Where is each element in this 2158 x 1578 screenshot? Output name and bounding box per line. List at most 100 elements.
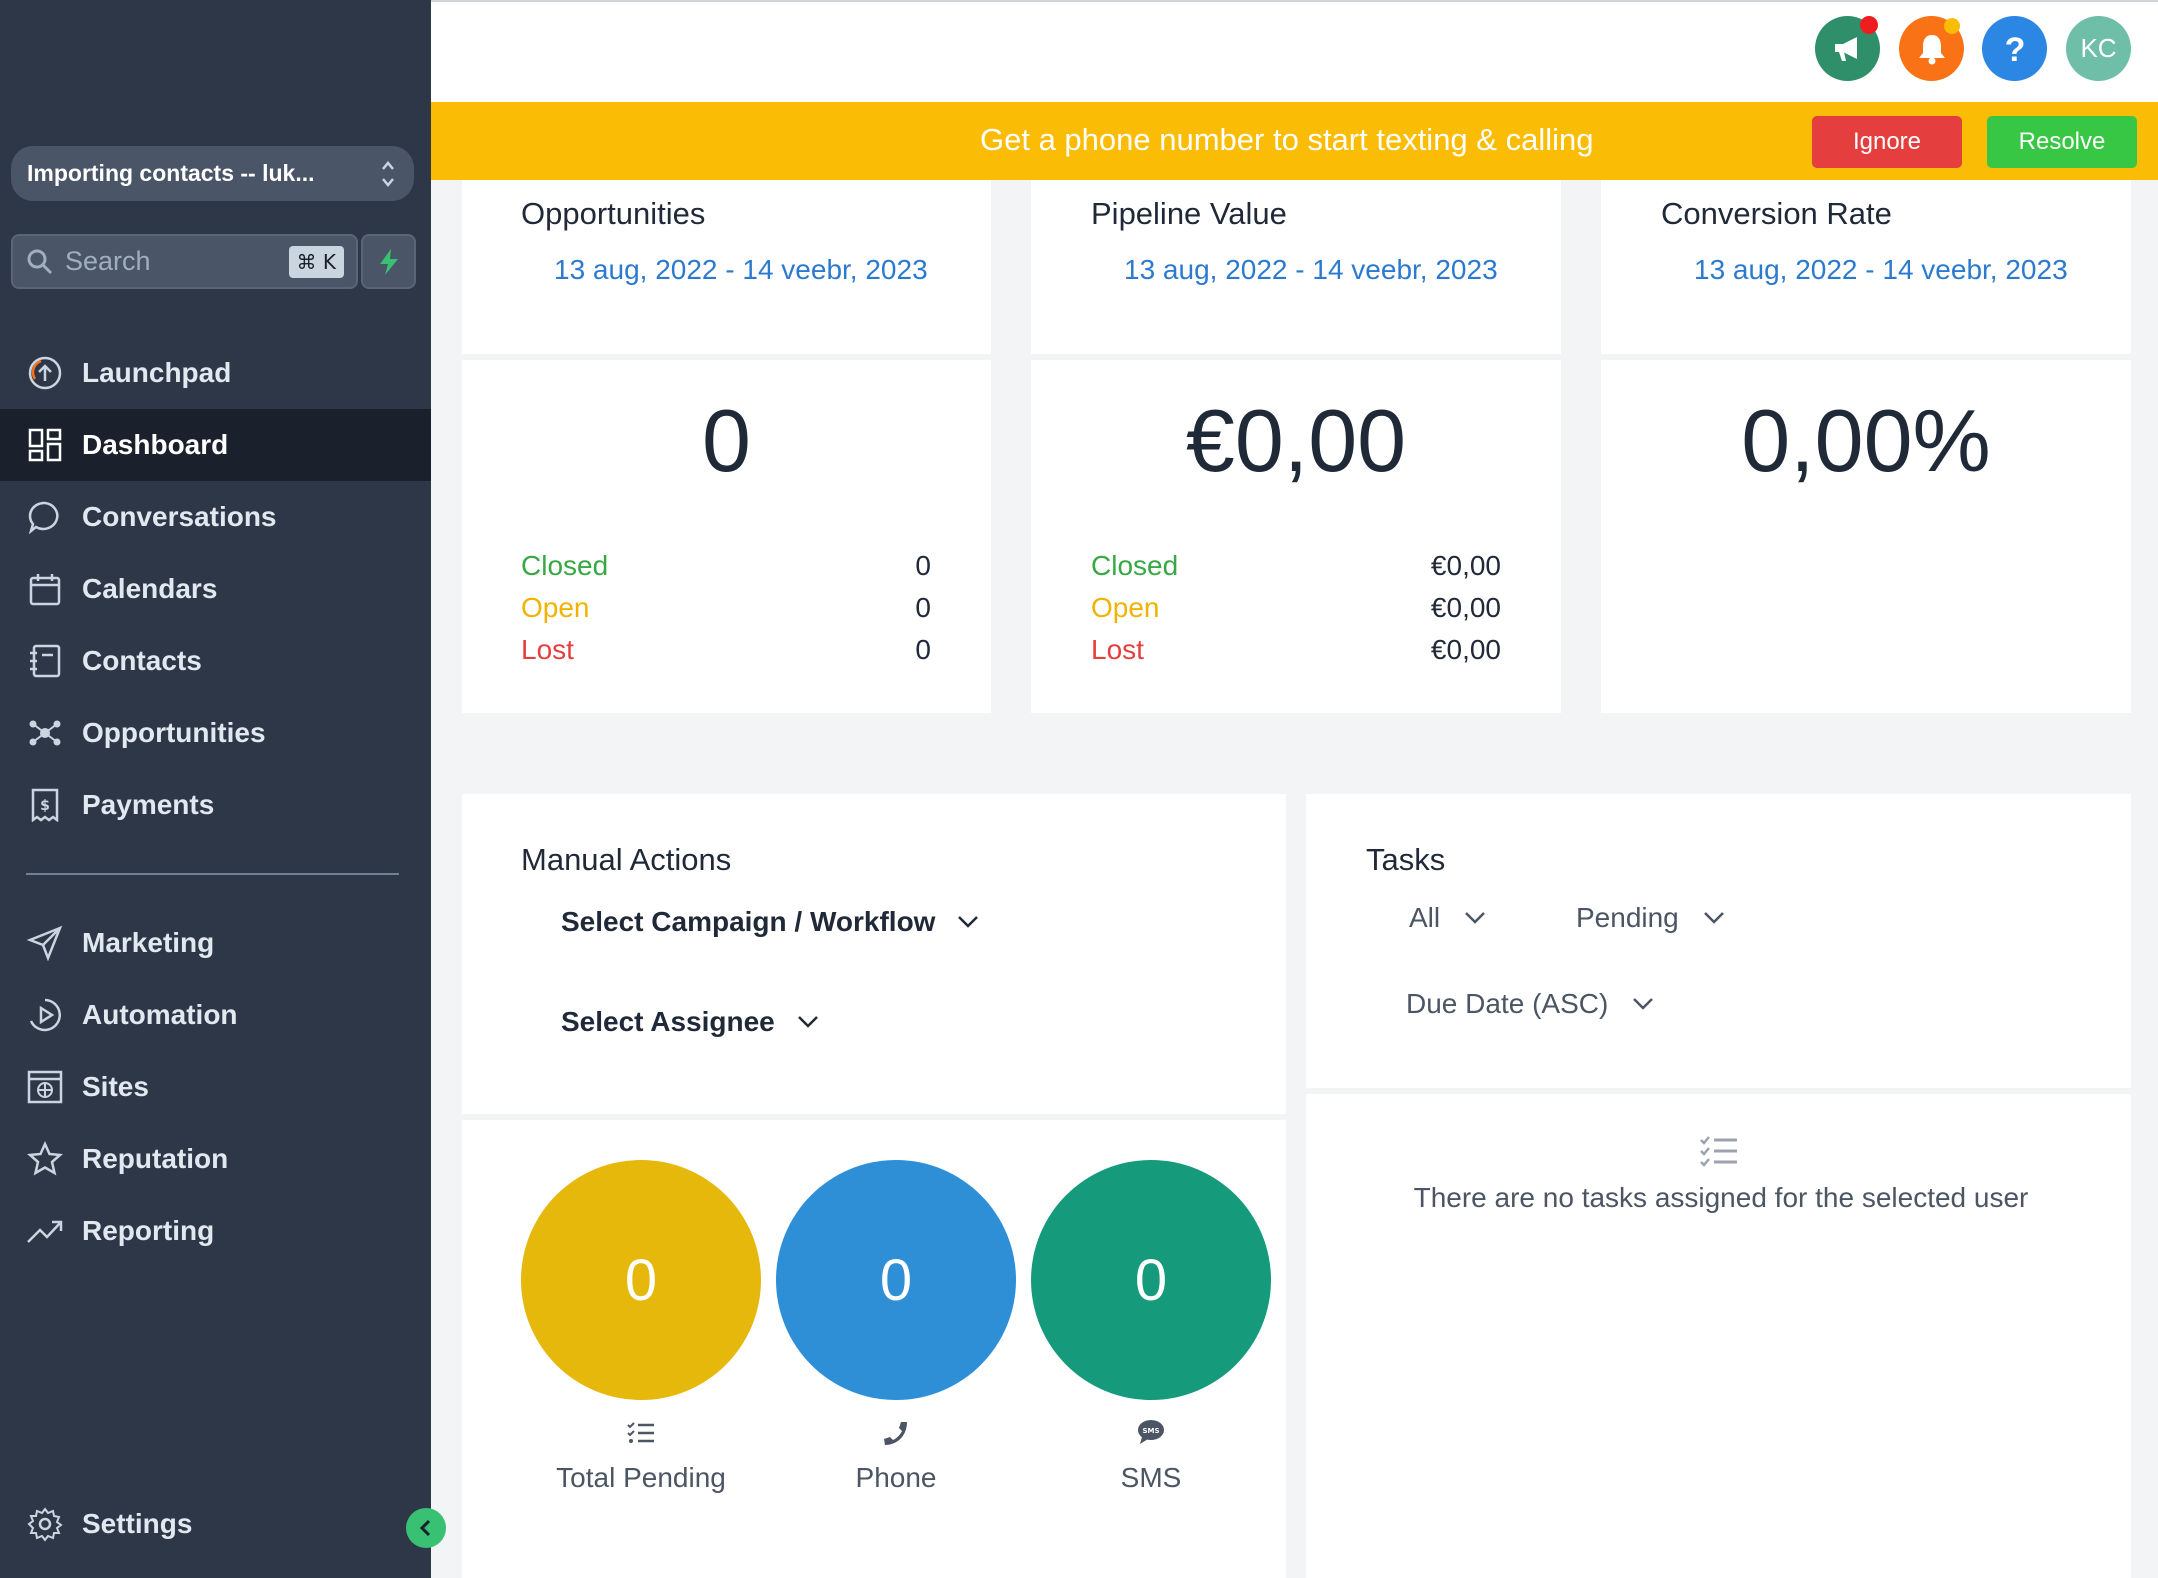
notification-dot xyxy=(1944,18,1960,34)
card-title: Manual Actions xyxy=(521,842,732,877)
sidebar-item-dashboard[interactable]: Dashboard xyxy=(0,409,431,481)
tasks-status-filter[interactable]: Pending xyxy=(1576,902,1725,934)
manual-actions-body: 0 Total Pending 0 Phone 0 SMS SMS xyxy=(462,1120,1286,1578)
sidebar-item-reputation[interactable]: Reputation xyxy=(0,1123,431,1195)
bell-icon xyxy=(1918,34,1945,64)
sidebar-item-payments[interactable]: $ Payments xyxy=(0,769,431,841)
launchpad-icon xyxy=(26,354,64,392)
list-check-icon xyxy=(521,1420,761,1446)
stat-value: €0,00 xyxy=(1430,634,1501,665)
sidebar-item-label: Settings xyxy=(82,1508,193,1539)
chevron-up-down-icon xyxy=(378,158,398,190)
pipeline-card-body: €0,00 Closed €0,00 Open €0,00 Lost €0,00 xyxy=(1031,360,1561,713)
sidebar-item-reporting[interactable]: Reporting xyxy=(0,1195,431,1267)
contacts-icon xyxy=(26,642,64,680)
sidebar-item-opportunities[interactable]: Opportunities xyxy=(0,697,431,769)
send-icon xyxy=(26,924,64,962)
sidebar-item-label: Calendars xyxy=(82,573,218,604)
stat-value: 0 xyxy=(624,1247,658,1313)
tasks-body: There are no tasks assigned for the sele… xyxy=(1306,1094,2131,1578)
sidebar-item-automation[interactable]: Automation xyxy=(0,979,431,1051)
search-placeholder: Search xyxy=(65,246,151,276)
announcements-button[interactable] xyxy=(1815,16,1880,81)
sidebar-item-calendars[interactable]: Calendars xyxy=(0,553,431,625)
card-title: Pipeline Value xyxy=(1091,196,1287,231)
campaign-select[interactable]: Select Campaign / Workflow xyxy=(561,906,979,938)
chevron-down-icon xyxy=(797,1016,818,1028)
sidebar-item-label: Reputation xyxy=(82,1143,229,1174)
search-icon xyxy=(27,249,53,274)
sort-label: Due Date (ASC) xyxy=(1406,988,1609,1019)
svg-text:SMS: SMS xyxy=(1142,1427,1159,1435)
stat-value: 0 xyxy=(915,550,931,581)
sidebar-divider xyxy=(26,873,399,875)
assignee-select[interactable]: Select Assignee xyxy=(561,1006,819,1038)
quick-actions-button[interactable] xyxy=(361,234,416,289)
stat-lost: Lost €0,00 xyxy=(1091,634,1501,666)
stat-value: 0 xyxy=(879,1247,913,1313)
sidebar-item-conversations[interactable]: Conversations xyxy=(0,481,431,553)
location-switcher[interactable]: Importing contacts -- luk... xyxy=(11,146,414,201)
opportunities-icon xyxy=(26,714,64,752)
card-title: Conversion Rate xyxy=(1661,196,1892,231)
date-range-link[interactable]: 13 aug, 2022 - 14 veebr, 2023 xyxy=(554,254,928,285)
stat-label: Open xyxy=(521,592,590,623)
card-title: Opportunities xyxy=(521,196,706,231)
svg-text:$: $ xyxy=(40,798,50,814)
stat-lost: Lost 0 xyxy=(521,634,931,666)
conversion-card-body: 0,00% xyxy=(1601,360,2131,713)
stat-open: Open €0,00 xyxy=(1091,592,1501,624)
manual-actions-header: Manual Actions Select Campaign / Workflo… xyxy=(462,794,1286,1114)
collapse-sidebar-button[interactable] xyxy=(406,1508,446,1548)
phone-icon xyxy=(776,1418,1016,1448)
chevron-down-icon xyxy=(958,916,979,928)
user-avatar[interactable]: KC xyxy=(2066,16,2131,81)
conversion-rate: 0,00% xyxy=(1741,391,1991,490)
date-range-link[interactable]: 13 aug, 2022 - 14 veebr, 2023 xyxy=(1124,254,1498,285)
stat-value: 0 xyxy=(915,592,931,623)
opportunities-card-body: 0 Closed 0 Open 0 Lost 0 xyxy=(462,360,991,713)
sidebar-item-label: Reporting xyxy=(82,1215,215,1246)
sidebar-item-label: Sites xyxy=(82,1071,149,1102)
question-icon: ? xyxy=(2004,32,2025,66)
search-input[interactable]: Search ⌘ K xyxy=(11,234,358,289)
sms-circle[interactable]: 0 xyxy=(1031,1160,1271,1400)
ignore-button[interactable]: Ignore xyxy=(1812,116,1962,168)
stat-value: €0,00 xyxy=(1430,550,1501,581)
stat-closed: Closed €0,00 xyxy=(1091,550,1501,582)
tasks-header: Tasks All Pending Due Date (ASC) xyxy=(1306,794,2131,1088)
sidebar-item-settings[interactable]: Settings xyxy=(0,1488,431,1560)
select-label: Select Assignee xyxy=(561,1006,775,1037)
svg-text:?: ? xyxy=(2004,32,2025,66)
sidebar: Importing contacts -- luk... Search ⌘ K … xyxy=(0,0,431,1578)
tasks-sort-select[interactable]: Due Date (ASC) xyxy=(1406,988,1654,1020)
sidebar-item-marketing[interactable]: Marketing xyxy=(0,907,431,979)
chevron-down-icon xyxy=(1465,912,1486,924)
notifications-button[interactable] xyxy=(1899,16,1964,81)
resolve-button[interactable]: Resolve xyxy=(1987,116,2137,168)
sidebar-item-label: Launchpad xyxy=(82,357,232,388)
sidebar-item-sites[interactable]: Sites xyxy=(0,1051,431,1123)
opportunities-card-header: Opportunities 13 aug, 2022 - 14 veebr, 2… xyxy=(462,180,991,354)
phone-circle[interactable]: 0 xyxy=(776,1160,1016,1400)
card-title: Tasks xyxy=(1366,842,1446,877)
sidebar-item-label: Marketing xyxy=(82,927,215,958)
tasks-assignee-filter[interactable]: All xyxy=(1409,902,1486,934)
sidebar-item-label: Dashboard xyxy=(82,429,229,460)
stat-label: Closed xyxy=(521,550,609,581)
sidebar-item-contacts[interactable]: Contacts xyxy=(0,625,431,697)
filter-label: Pending xyxy=(1576,902,1679,933)
star-icon xyxy=(26,1140,64,1178)
sidebar-item-label: Conversations xyxy=(82,501,277,532)
help-button[interactable]: ? xyxy=(1982,16,2047,81)
gear-icon xyxy=(26,1505,64,1543)
top-header: ? KC xyxy=(431,0,2158,102)
sidebar-item-launchpad[interactable]: Launchpad xyxy=(0,337,431,409)
payments-icon: $ xyxy=(26,786,64,824)
play-icon xyxy=(26,996,64,1034)
date-range-link[interactable]: 13 aug, 2022 - 14 veebr, 2023 xyxy=(1694,254,2068,285)
total-pending-circle[interactable]: 0 xyxy=(521,1160,761,1400)
chevron-down-icon xyxy=(1703,912,1724,924)
select-label: Select Campaign / Workflow xyxy=(561,906,936,937)
calendar-icon xyxy=(26,570,64,608)
